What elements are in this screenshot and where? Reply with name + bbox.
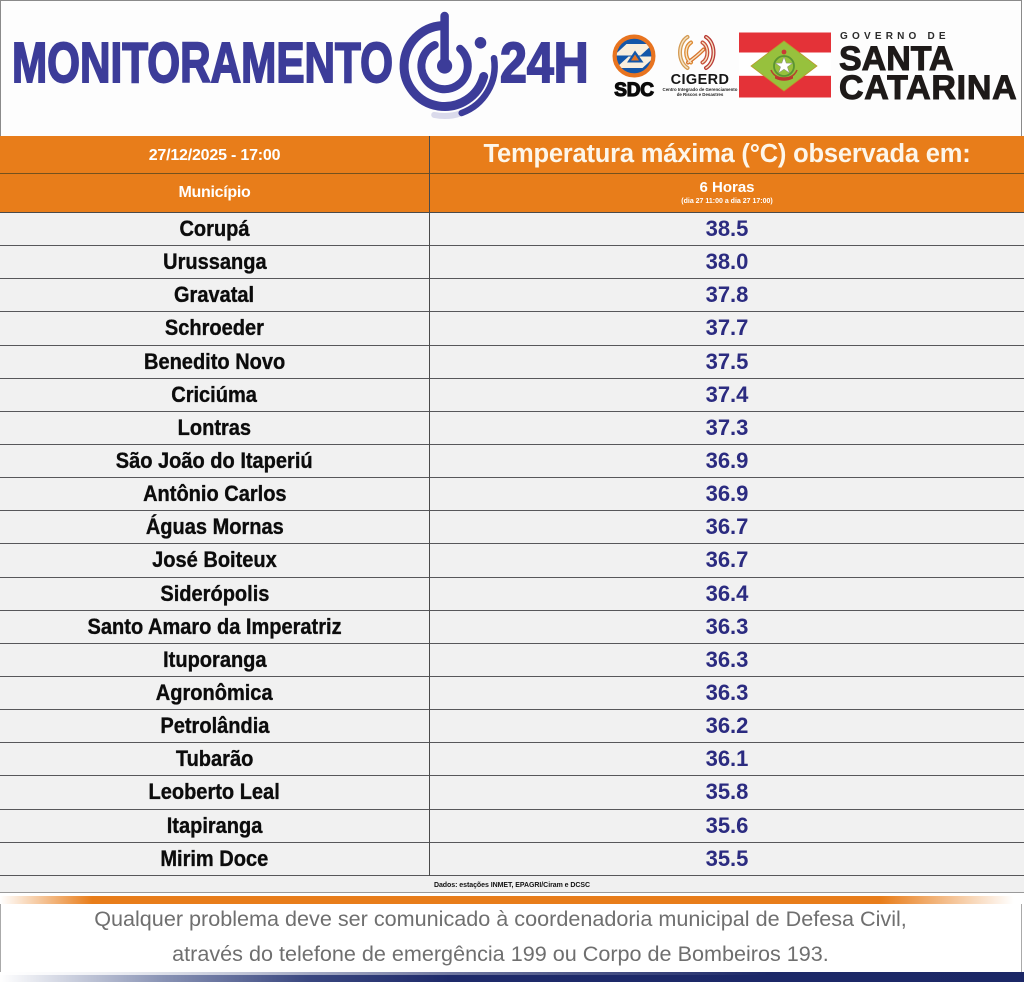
svg-text:CIGERD: CIGERD (671, 72, 730, 88)
svg-text:de Riscos e Desastres: de Riscos e Desastres (677, 92, 724, 97)
svg-text:SDC: SDC (614, 80, 654, 101)
svg-text:Centro Integrado de Gerenciame: Centro Integrado de Gerenciamento (663, 87, 738, 92)
